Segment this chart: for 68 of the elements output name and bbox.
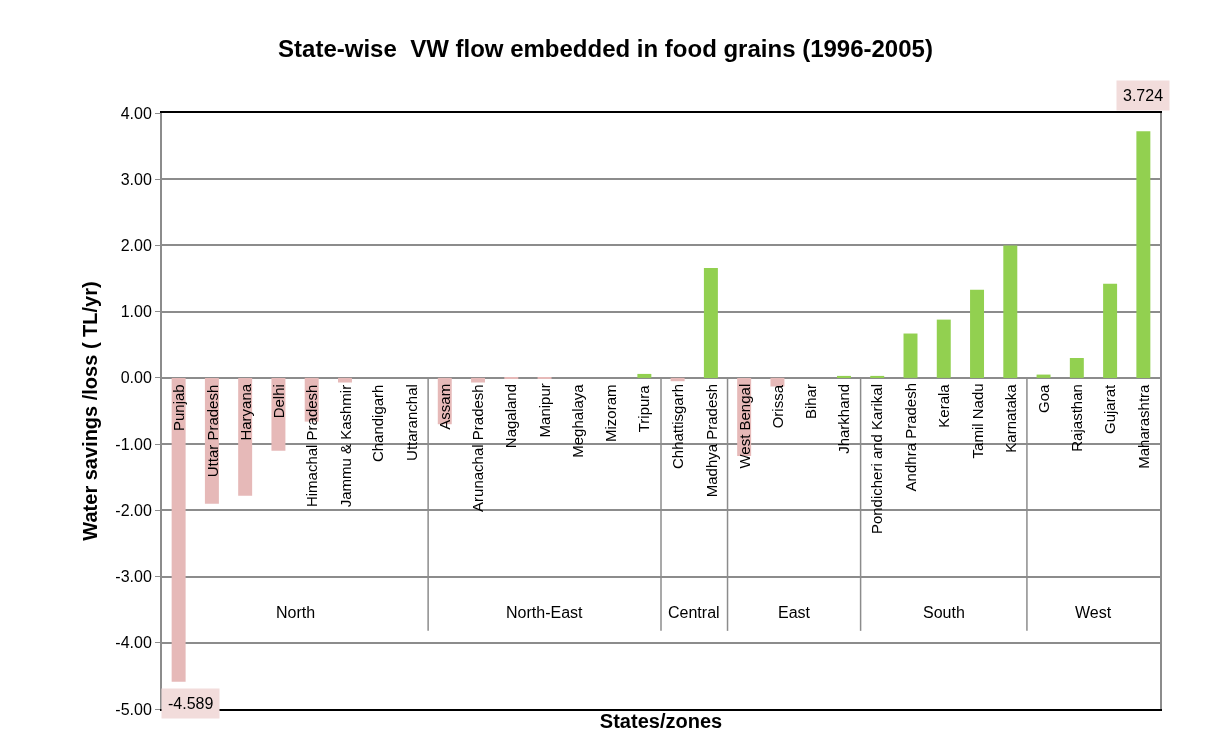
bar xyxy=(870,375,885,378)
x-tick-label: Tripura xyxy=(635,384,653,433)
x-tick-label: Mizoram xyxy=(602,384,620,442)
bar xyxy=(1136,131,1151,378)
x-tick-label: Rajasthan xyxy=(1067,384,1085,452)
y-axis-title: Water savings /loss ( TL/yr) xyxy=(79,281,102,541)
y-tick-label: -5.00 xyxy=(115,700,152,718)
x-tick-label: Karnataka xyxy=(1001,383,1019,453)
x-tick-label: Gujarat xyxy=(1101,383,1119,434)
bar xyxy=(1003,245,1018,378)
x-tick-label: Maharashtra xyxy=(1134,383,1152,469)
x-tick-label: Meghalaya xyxy=(568,383,586,458)
bar xyxy=(637,373,652,378)
x-tick-label: Delhi xyxy=(269,384,287,419)
data-label: -4.589 xyxy=(168,695,214,712)
bar xyxy=(1036,374,1051,378)
y-tick-label: -4.00 xyxy=(115,634,152,652)
x-axis-title: States/zones xyxy=(599,710,723,732)
x-tick-label: West Bengal xyxy=(735,383,753,469)
annotation: East xyxy=(778,604,811,621)
x-tick-label: Himachal Pradesh xyxy=(303,384,321,508)
y-tick-label: 4.00 xyxy=(120,104,152,122)
annotation: North xyxy=(276,604,316,621)
y-tick-label: 2.00 xyxy=(120,237,152,255)
annotation: Central xyxy=(668,604,720,621)
bar xyxy=(836,375,851,378)
x-tick-label: Arunachal Pradesh xyxy=(469,384,487,512)
y-tick-label: 0.00 xyxy=(120,369,152,387)
x-tick-label: Jammu & Kashmir xyxy=(336,384,354,508)
x-tick-label: Chandigarh xyxy=(369,384,387,463)
x-tick-label: Goa xyxy=(1035,383,1053,413)
y-tick-label: -3.00 xyxy=(115,568,152,586)
chart-title: State-wise VW flow embedded in food grains (1996-2005) xyxy=(278,34,933,62)
x-tick-label: Jharkhand xyxy=(835,383,853,454)
x-tick-label: Uttaranchal xyxy=(403,384,421,461)
bar xyxy=(1103,283,1118,378)
x-tick-label: Uttar Pradesh xyxy=(203,384,221,478)
x-tick-label: Madhya Pradesh xyxy=(702,383,720,498)
x-tick-label: Punjab xyxy=(170,384,188,432)
annotation: South xyxy=(923,604,965,621)
x-tick-label: Kerala xyxy=(934,383,952,428)
x-tick-label: Assam xyxy=(435,383,453,430)
x-tick-label: Andhra Pradesh xyxy=(901,382,919,492)
y-tick-label: 3.00 xyxy=(120,170,152,188)
x-tick-label: Tamil Nadu xyxy=(968,383,986,459)
x-tick-label: Chhattisgarh xyxy=(669,383,687,470)
x-tick-label: Pondicheri and Karikal xyxy=(868,384,886,535)
bar xyxy=(970,289,985,378)
bar xyxy=(337,377,352,383)
bar xyxy=(936,319,951,378)
data-label: 3.724 xyxy=(1123,87,1164,104)
x-tick-label: Haryana xyxy=(236,383,254,441)
x-tick-label: Nagaland xyxy=(502,383,520,449)
x-tick-label: Orissa xyxy=(768,384,786,429)
y-tick-label: 1.00 xyxy=(120,303,152,321)
y-tick-label: -1.00 xyxy=(115,435,152,453)
bar xyxy=(770,377,785,387)
annotation: North-East xyxy=(506,604,584,621)
bar xyxy=(703,267,718,378)
bar xyxy=(670,377,685,382)
annotation: West xyxy=(1075,604,1112,621)
bar xyxy=(471,377,486,383)
y-tick-label: -2.00 xyxy=(115,501,152,519)
bar xyxy=(171,377,186,682)
x-tick-label: Bihar xyxy=(802,384,820,420)
bar xyxy=(903,333,918,378)
bar xyxy=(1069,358,1084,378)
x-tick-label: Manipur xyxy=(535,383,553,438)
